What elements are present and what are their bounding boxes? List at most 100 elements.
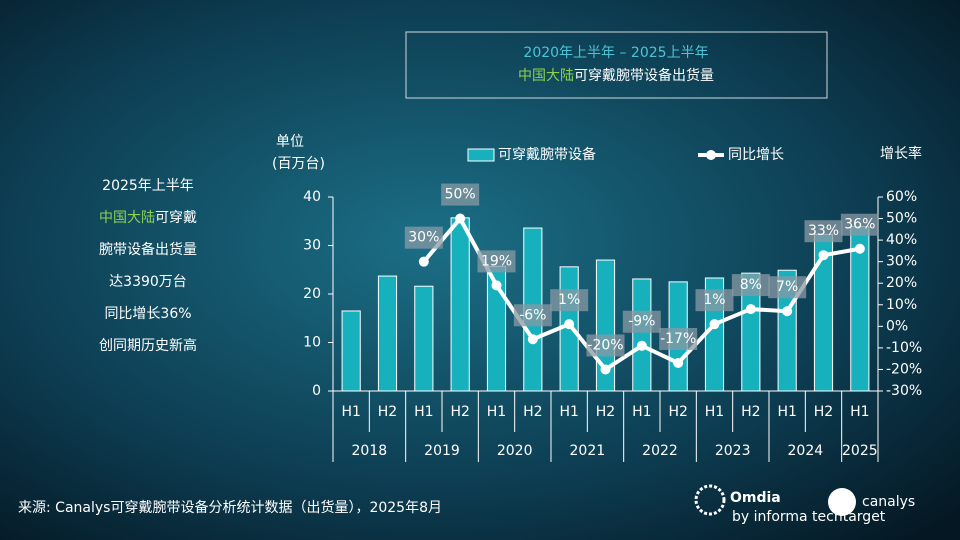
data-label: 1% — [558, 292, 580, 308]
data-label-box — [441, 183, 480, 206]
canalys-name: canalys — [862, 494, 915, 510]
callout-line: 中国大陆可穿戴 — [99, 210, 197, 226]
data-label: 1% — [703, 292, 725, 308]
y2-tick-label: 0% — [886, 318, 908, 334]
data-label-box — [477, 250, 516, 273]
growth-point — [782, 306, 793, 317]
x-tick-label: H1 — [705, 404, 724, 420]
x-tick-label: H1 — [487, 404, 506, 420]
data-label-box — [840, 213, 879, 236]
omdia-sub: by informa techtarget — [732, 509, 886, 525]
x-tick-label: H1 — [850, 404, 869, 420]
data-label-box — [622, 310, 661, 333]
data-label: -9% — [628, 314, 655, 330]
callout-highlight: 中国大陆 — [99, 210, 155, 226]
growth-point — [600, 364, 611, 375]
bar — [632, 278, 652, 392]
callout-line: 2025年上半年 — [102, 178, 194, 194]
growth-point — [636, 340, 647, 351]
y-axis-title: 单位 — [276, 134, 304, 150]
x-tick-label: H2 — [741, 404, 760, 420]
x-tick-label: H2 — [378, 404, 397, 420]
canalys-logo: canalys — [828, 488, 915, 516]
data-label: 33% — [808, 223, 839, 239]
y2-tick-label: 50% — [886, 211, 917, 227]
growth-point — [673, 357, 684, 368]
callout-line: 腕带设备出货量 — [99, 241, 197, 258]
year-label: 2024 — [788, 443, 824, 459]
x-tick-label: H1 — [632, 404, 651, 420]
title-line2: 中国大陆可穿戴腕带设备出货量 — [518, 67, 714, 84]
x-tick-label: H1 — [777, 404, 796, 420]
data-label-box — [804, 220, 843, 243]
growth-point — [418, 256, 429, 267]
omdia-icon — [694, 484, 726, 516]
x-tick-label: H1 — [414, 404, 433, 420]
growth-point — [745, 304, 756, 315]
data-label: -6% — [519, 307, 546, 323]
y2-tick-label: 60% — [886, 189, 917, 205]
legend-dot — [706, 150, 716, 160]
x-tick-label: H2 — [814, 404, 833, 420]
omdia-name: Omdia — [730, 490, 781, 506]
year-label: 2020 — [497, 443, 533, 459]
legend-label: 可穿戴腕带设备 — [498, 146, 596, 163]
y2-tick-label: 20% — [886, 275, 917, 291]
title-line1: 2020年上半年 – 2025上半年 — [523, 45, 708, 61]
year-label: 2021 — [570, 443, 606, 459]
y2-tick-label: -10% — [886, 340, 922, 356]
x-tick-label: H2 — [523, 404, 542, 420]
callout-line: 同比增长36% — [104, 306, 191, 322]
growth-point — [564, 319, 575, 330]
bar — [414, 285, 434, 392]
title-box — [405, 31, 828, 99]
y2-tick-label: -30% — [886, 383, 922, 399]
y-tick-label: 10 — [303, 335, 321, 351]
y-tick-label: 40 — [303, 189, 321, 205]
year-label: 2022 — [642, 443, 678, 459]
callout-line: 创同期历史新高 — [99, 337, 197, 354]
canalys-icon — [828, 488, 856, 516]
growth-point — [854, 243, 865, 254]
data-label-box — [695, 289, 734, 312]
x-tick-label: H1 — [559, 404, 578, 420]
title-highlight: 中国大陆 — [518, 68, 574, 84]
growth-point — [818, 250, 829, 261]
data-label-box — [513, 304, 552, 327]
year-label: 2023 — [715, 443, 751, 459]
data-label: 50% — [445, 187, 476, 203]
year-label: 2018 — [352, 443, 388, 459]
data-label: 7% — [776, 279, 798, 295]
data-label: 8% — [740, 277, 762, 293]
data-label-box — [768, 276, 807, 299]
x-tick-label: H2 — [596, 404, 615, 420]
bar — [450, 217, 470, 392]
x-tick-label: H2 — [450, 404, 469, 420]
data-label: 19% — [481, 253, 512, 269]
data-label-box — [731, 274, 770, 297]
year-label: 2025 — [842, 443, 878, 459]
source-note: 来源: Canalys可穿戴腕带设备分析统计数据（出货量），2025年8月 — [18, 499, 442, 516]
x-tick-label: H1 — [341, 404, 360, 420]
y2-tick-label: 10% — [886, 297, 917, 313]
y-tick-label: 30 — [303, 238, 321, 254]
data-label-box — [659, 327, 698, 350]
data-label: 30% — [408, 230, 439, 246]
y2-tick-label: 40% — [886, 232, 917, 248]
growth-point — [709, 319, 720, 330]
bar — [377, 275, 398, 392]
data-label-box — [550, 289, 589, 312]
bar — [741, 272, 761, 392]
x-tick-label: H2 — [668, 404, 687, 420]
y2-tick-label: -20% — [886, 361, 922, 377]
data-label: -20% — [587, 337, 623, 353]
callout: 2025年上半年 中国大陆可穿戴 腕带设备出货量 达3390万台 同比增长36%… — [99, 178, 197, 354]
data-label: 36% — [844, 217, 875, 233]
legend-swatch — [467, 148, 495, 162]
bar — [341, 310, 361, 392]
growth-point — [527, 334, 538, 345]
data-label: -17% — [660, 331, 696, 347]
title-rest: 可穿戴腕带设备出货量 — [574, 67, 714, 84]
